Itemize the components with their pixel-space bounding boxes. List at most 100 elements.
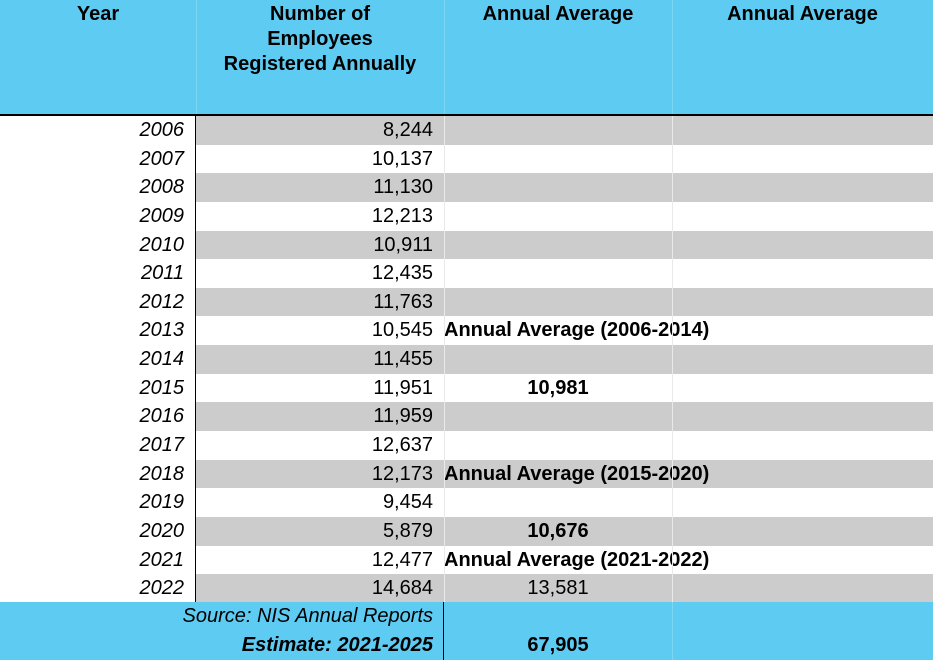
- employee-count-cell: 11,951: [373, 376, 433, 399]
- table-row: 2006 8,244: [0, 116, 933, 145]
- year-cell: 2007: [139, 147, 185, 170]
- footer-divider: [672, 631, 673, 660]
- annual-average-cell: [444, 145, 672, 174]
- row-shading: [196, 173, 933, 202]
- year-cell: 2016: [139, 405, 185, 428]
- year-cell: 2020: [139, 519, 185, 542]
- year-cell: 2022: [139, 577, 185, 600]
- annual-average-cell: Annual Average (2021-2022): [444, 548, 710, 571]
- employee-count-cell: 12,435: [371, 262, 433, 285]
- table-row: 2008 11,130: [0, 173, 933, 202]
- footer-divider: [443, 602, 444, 631]
- header-divider: [672, 0, 673, 114]
- header-employees-line2: Employees: [267, 28, 373, 50]
- table-row: 2010 10,911: [0, 230, 933, 260]
- estimate-value: 67,905: [527, 634, 589, 656]
- table-row: 2014 11,455: [0, 345, 933, 374]
- annual-average-cell: 13,581: [527, 577, 589, 600]
- annual-average-cell: [444, 202, 672, 231]
- table-row: 2012 11,763: [0, 287, 933, 317]
- table-row: 2007 10,137: [0, 145, 933, 174]
- annual-average-cell: [444, 116, 672, 145]
- year-cell: 2018: [139, 462, 185, 485]
- header-employees-line3: Registered Annually: [223, 53, 417, 75]
- employee-count-cell: 11,130: [373, 176, 433, 199]
- header-annual-average-2: Annual Average: [727, 3, 878, 25]
- header-divider: [196, 0, 197, 114]
- estimate-row: Estimate: 2021-2025 67,905: [0, 631, 933, 660]
- year-cell: 2008: [139, 176, 185, 199]
- annual-average-cell: Annual Average (2015-2020): [444, 462, 710, 485]
- employee-count-cell: 12,213: [371, 204, 433, 227]
- annual-average-cell: [444, 488, 672, 517]
- employee-count-cell: 10,911: [373, 233, 433, 256]
- year-cell: 2019: [139, 491, 185, 514]
- annual-average-cell: 10,981: [527, 376, 589, 399]
- employee-count-cell: 12,637: [371, 434, 433, 457]
- row-shading: [196, 287, 933, 317]
- year-cell: 2010: [139, 233, 185, 256]
- footer-divider: [443, 631, 444, 660]
- table-row: 2017 12,637: [0, 431, 933, 460]
- employee-count-cell: 14,684: [371, 577, 433, 600]
- employee-count-cell: 10,137: [371, 147, 433, 170]
- annual-average-cell: [444, 288, 672, 317]
- header-annual-average-1: Annual Average: [482, 3, 634, 25]
- employee-count-cell: 8,244: [382, 119, 433, 141]
- employee-count-cell: 9,454: [382, 491, 433, 514]
- year-cell: 2006: [139, 119, 185, 141]
- row-shading: [196, 116, 933, 145]
- table-row: 2015 11,951 10,981: [0, 374, 933, 403]
- year-cell: 2015: [139, 376, 185, 399]
- footer-divider: [672, 602, 673, 631]
- header-employees-line1: Number of: [270, 3, 370, 25]
- header-divider: [444, 0, 445, 114]
- annual-average-cell: [444, 231, 672, 260]
- year-cell: 2011: [140, 262, 184, 285]
- estimate-label: Estimate: 2021-2025: [241, 634, 433, 656]
- table-body: 2006 8,244 2007 10,137 2008 11,130 2009 12,213 2…: [0, 116, 933, 603]
- header-year: Year: [76, 3, 120, 25]
- employee-count-cell: 12,173: [371, 462, 433, 485]
- row-shading: [196, 230, 933, 260]
- annual-average-cell: [444, 259, 672, 288]
- row-shading: [196, 345, 933, 374]
- year-cell: 2009: [139, 204, 185, 227]
- annual-average-cell: 10,676: [527, 519, 589, 542]
- table-row: 2019 9,454: [0, 488, 933, 517]
- row-shading: [196, 459, 933, 489]
- table-row: 2020 5,879 10,676: [0, 516, 933, 546]
- annual-average-cell: [444, 402, 672, 431]
- column-gridline: [672, 116, 673, 602]
- year-cell: 2021: [139, 548, 185, 571]
- table-header: Year Number of Employees Registered Annu…: [0, 0, 933, 116]
- table-row: 2009 12,213: [0, 202, 933, 231]
- table-row: 2021 12,477 Annual Average (2021-2022): [0, 546, 933, 575]
- header-employees: Number of Employees Registered Annually: [196, 0, 444, 114]
- employee-count-cell: 5,879: [382, 519, 433, 542]
- annual-average-cell: Annual Average (2006-2014): [444, 319, 710, 342]
- year-cell: 2012: [139, 290, 185, 313]
- employee-count-cell: 11,959: [373, 405, 433, 428]
- table-row: 2016 11,959: [0, 402, 933, 432]
- annual-average-cell: [444, 431, 672, 460]
- year-column-border: [195, 116, 196, 602]
- annual-average-cell: [444, 173, 672, 202]
- employee-count-cell: 12,477: [371, 548, 433, 571]
- source-row: Source: NIS Annual Reports: [0, 602, 933, 632]
- year-cell: 2017: [139, 434, 185, 457]
- employee-count-cell: 11,455: [373, 348, 433, 371]
- annual-average-cell: [444, 345, 672, 374]
- table-row: 2022 14,684 13,581: [0, 574, 933, 603]
- employee-count-cell: 11,763: [373, 290, 433, 313]
- row-shading: [196, 402, 933, 432]
- year-cell: 2014: [139, 348, 185, 371]
- table-row: 2011 12,435: [0, 259, 933, 288]
- table-row: 2018 12,173 Annual Average (2015-2020): [0, 459, 933, 489]
- table-row: 2013 10,545 Annual Average (2006-2014): [0, 316, 933, 345]
- employee-count-cell: 10,545: [371, 319, 433, 342]
- column-gridline: [444, 116, 445, 602]
- year-cell: 2013: [139, 319, 185, 342]
- source-note: Source: NIS Annual Reports: [182, 605, 434, 627]
